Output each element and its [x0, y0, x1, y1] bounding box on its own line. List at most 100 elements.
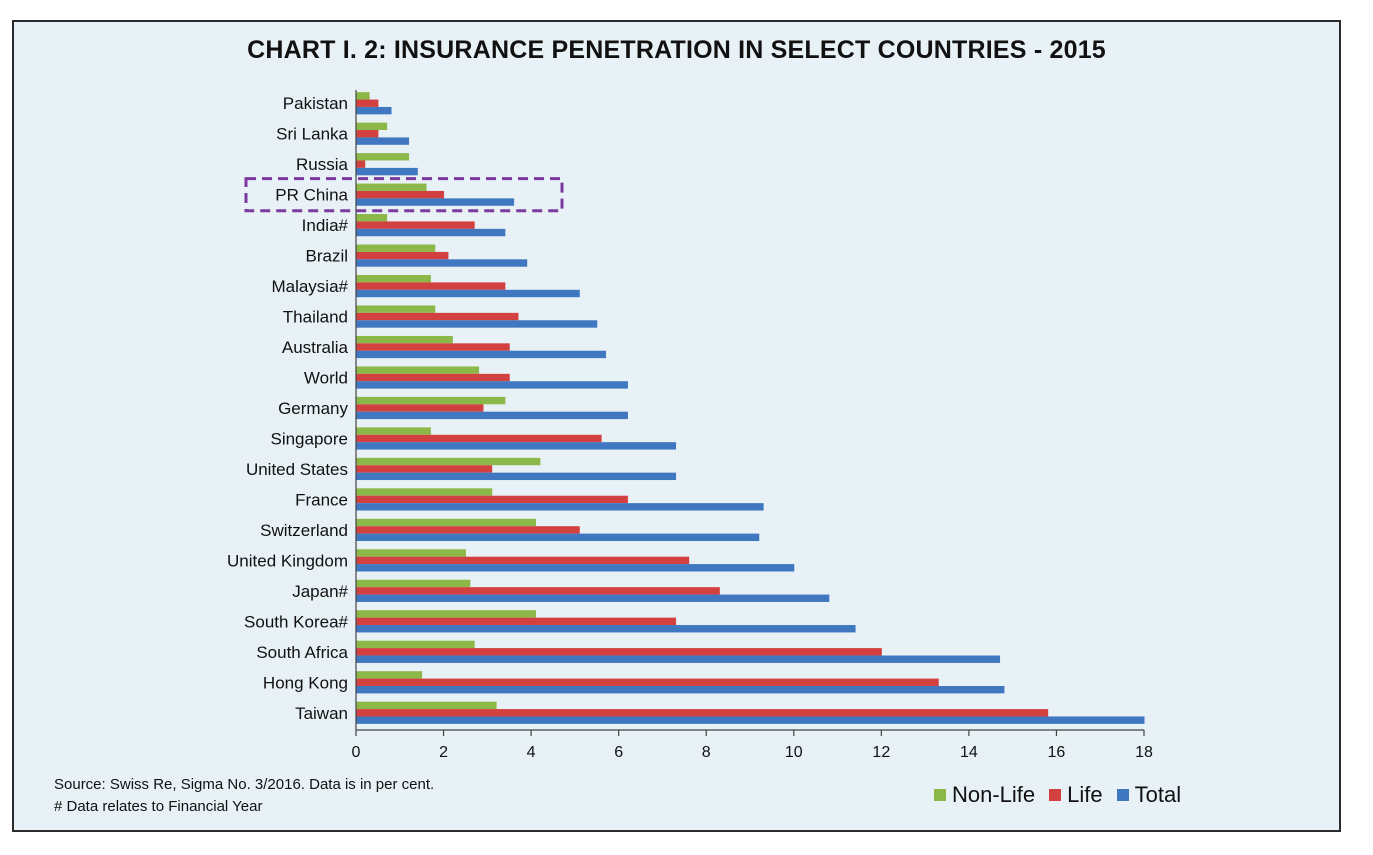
category-label-japan: Japan#	[292, 582, 348, 601]
bar-hong-kong-life	[356, 678, 939, 686]
bar-brazil-life	[356, 251, 449, 260]
bar-thailand-non-life	[356, 305, 436, 313]
category-label-pr-china: PR China	[275, 186, 348, 205]
bar-australia-total	[356, 350, 607, 359]
bar-south-korea-total	[356, 625, 856, 633]
x-tick-label-2: 2	[439, 744, 448, 761]
category-label-sri-lanka: Sri Lanka	[276, 125, 348, 144]
category-label-germany: Germany	[278, 399, 348, 418]
bar-japan-non-life	[356, 579, 471, 588]
bar-pakistan-total	[356, 106, 392, 115]
bar-malaysia-life	[356, 282, 506, 290]
category-label-malaysia: Malaysia#	[271, 277, 348, 296]
bar-france-life	[356, 495, 628, 504]
bar-france-non-life	[356, 488, 493, 496]
legend-item-life: Life	[1049, 782, 1103, 808]
bar-switzerland-life	[356, 526, 580, 534]
bar-world-non-life	[356, 366, 480, 374]
bar-germany-total	[356, 411, 628, 420]
legend-label-total: Total	[1134, 782, 1182, 807]
bar-russia-non-life	[356, 153, 410, 161]
bar-germany-non-life	[356, 396, 506, 405]
bar-sri-lanka-non-life	[356, 122, 388, 131]
bar-india-total	[356, 228, 506, 237]
legend-item-non-life: Non-Life	[934, 782, 1035, 808]
source-line: Source: Swiss Re, Sigma No. 3/2016. Data…	[54, 776, 435, 793]
bar-pr-china-non-life	[356, 183, 427, 191]
chart-legend: Non-Life Life Total	[934, 782, 1195, 808]
bar-taiwan-non-life	[356, 701, 497, 710]
bar-australia-non-life	[356, 335, 453, 344]
category-label-hong-kong: Hong Kong	[263, 673, 348, 692]
bar-malaysia-non-life	[356, 274, 431, 283]
category-label-united-kingdom: United Kingdom	[227, 551, 348, 570]
x-tick-label-0: 0	[352, 744, 361, 761]
x-tick-label-12: 12	[872, 744, 890, 761]
bar-japan-total	[356, 594, 830, 602]
bar-hong-kong-total	[356, 685, 1005, 694]
bar-south-africa-total	[356, 655, 1001, 663]
bar-india-life	[356, 221, 475, 229]
bar-australia-life	[356, 343, 510, 351]
footnote-line: # Data relates to Financial Year	[54, 798, 263, 815]
bar-united-states-life	[356, 465, 493, 473]
category-label-france: France	[295, 490, 348, 509]
bar-world-total	[356, 381, 628, 389]
legend-swatch-life	[1049, 789, 1062, 801]
bar-russia-life	[356, 160, 366, 168]
chart-source: Source: Swiss Re, Sigma No. 3/2016. Data…	[54, 774, 434, 818]
category-label-taiwan: Taiwan	[295, 704, 348, 723]
category-label-pakistan: Pakistan	[283, 94, 348, 113]
x-tick-label-16: 16	[1048, 744, 1066, 761]
bar-south-korea-non-life	[356, 610, 536, 618]
bar-united-kingdom-life	[356, 556, 690, 565]
chart-title: CHART I. 2: INSURANCE PENETRATION IN SEL…	[247, 36, 1106, 64]
category-label-russia: Russia	[296, 155, 349, 174]
bar-taiwan-total	[356, 716, 1145, 724]
category-label-brazil: Brazil	[305, 247, 348, 266]
bar-singapore-life	[356, 434, 602, 443]
bar-thailand-total	[356, 320, 598, 328]
category-label-world: World	[304, 369, 348, 388]
bar-brazil-total	[356, 259, 528, 267]
bar-switzerland-total	[356, 533, 760, 542]
bar-russia-total	[356, 167, 418, 176]
bar-thailand-life	[356, 312, 519, 321]
legend-label-life: Life	[1067, 782, 1103, 807]
bar-south-korea-life	[356, 617, 677, 626]
x-tick-label-4: 4	[527, 744, 536, 761]
bar-pr-china-life	[356, 190, 445, 199]
bar-south-africa-non-life	[356, 640, 475, 649]
bar-united-states-total	[356, 472, 677, 481]
category-label-switzerland: Switzerland	[260, 521, 348, 540]
bar-taiwan-life	[356, 709, 1049, 717]
bar-chart: Pakistan Sri Lanka Russia PR China India# Bra…	[227, 90, 1153, 761]
category-label-thailand: Thailand	[283, 308, 348, 327]
category-label-australia: Australia	[282, 338, 349, 357]
legend-item-total: Total	[1116, 782, 1182, 808]
bar-pakistan-life	[356, 99, 379, 107]
bar-pr-china-total	[356, 198, 515, 206]
chart-frame: CHART I. 2: INSURANCE PENETRATION IN SEL…	[12, 20, 1341, 832]
x-tick-label-14: 14	[960, 744, 978, 761]
category-label-united-states: United States	[246, 460, 348, 479]
bar-hong-kong-non-life	[356, 671, 423, 679]
bar-world-life	[356, 373, 510, 382]
x-tick-label-8: 8	[702, 744, 711, 761]
bar-united-kingdom-non-life	[356, 549, 466, 557]
category-label-singapore: Singapore	[270, 429, 348, 448]
category-label-india: India#	[302, 216, 349, 235]
highlight-box-pr-china	[244, 177, 564, 213]
x-tick-label-10: 10	[785, 744, 803, 761]
x-tick-label-6: 6	[614, 744, 623, 761]
x-tick-label-18: 18	[1135, 744, 1153, 761]
bar-france-total	[356, 503, 764, 511]
bar-united-kingdom-total	[356, 564, 795, 572]
bar-sri-lanka-life	[356, 130, 379, 138]
category-label-south-africa: South Africa	[256, 643, 348, 662]
category-label-south-korea: South Korea#	[244, 612, 349, 631]
legend-swatch-total	[1116, 789, 1129, 801]
bar-brazil-non-life	[356, 244, 436, 252]
bar-sri-lanka-total	[356, 137, 410, 145]
bar-pakistan-non-life	[356, 92, 370, 100]
